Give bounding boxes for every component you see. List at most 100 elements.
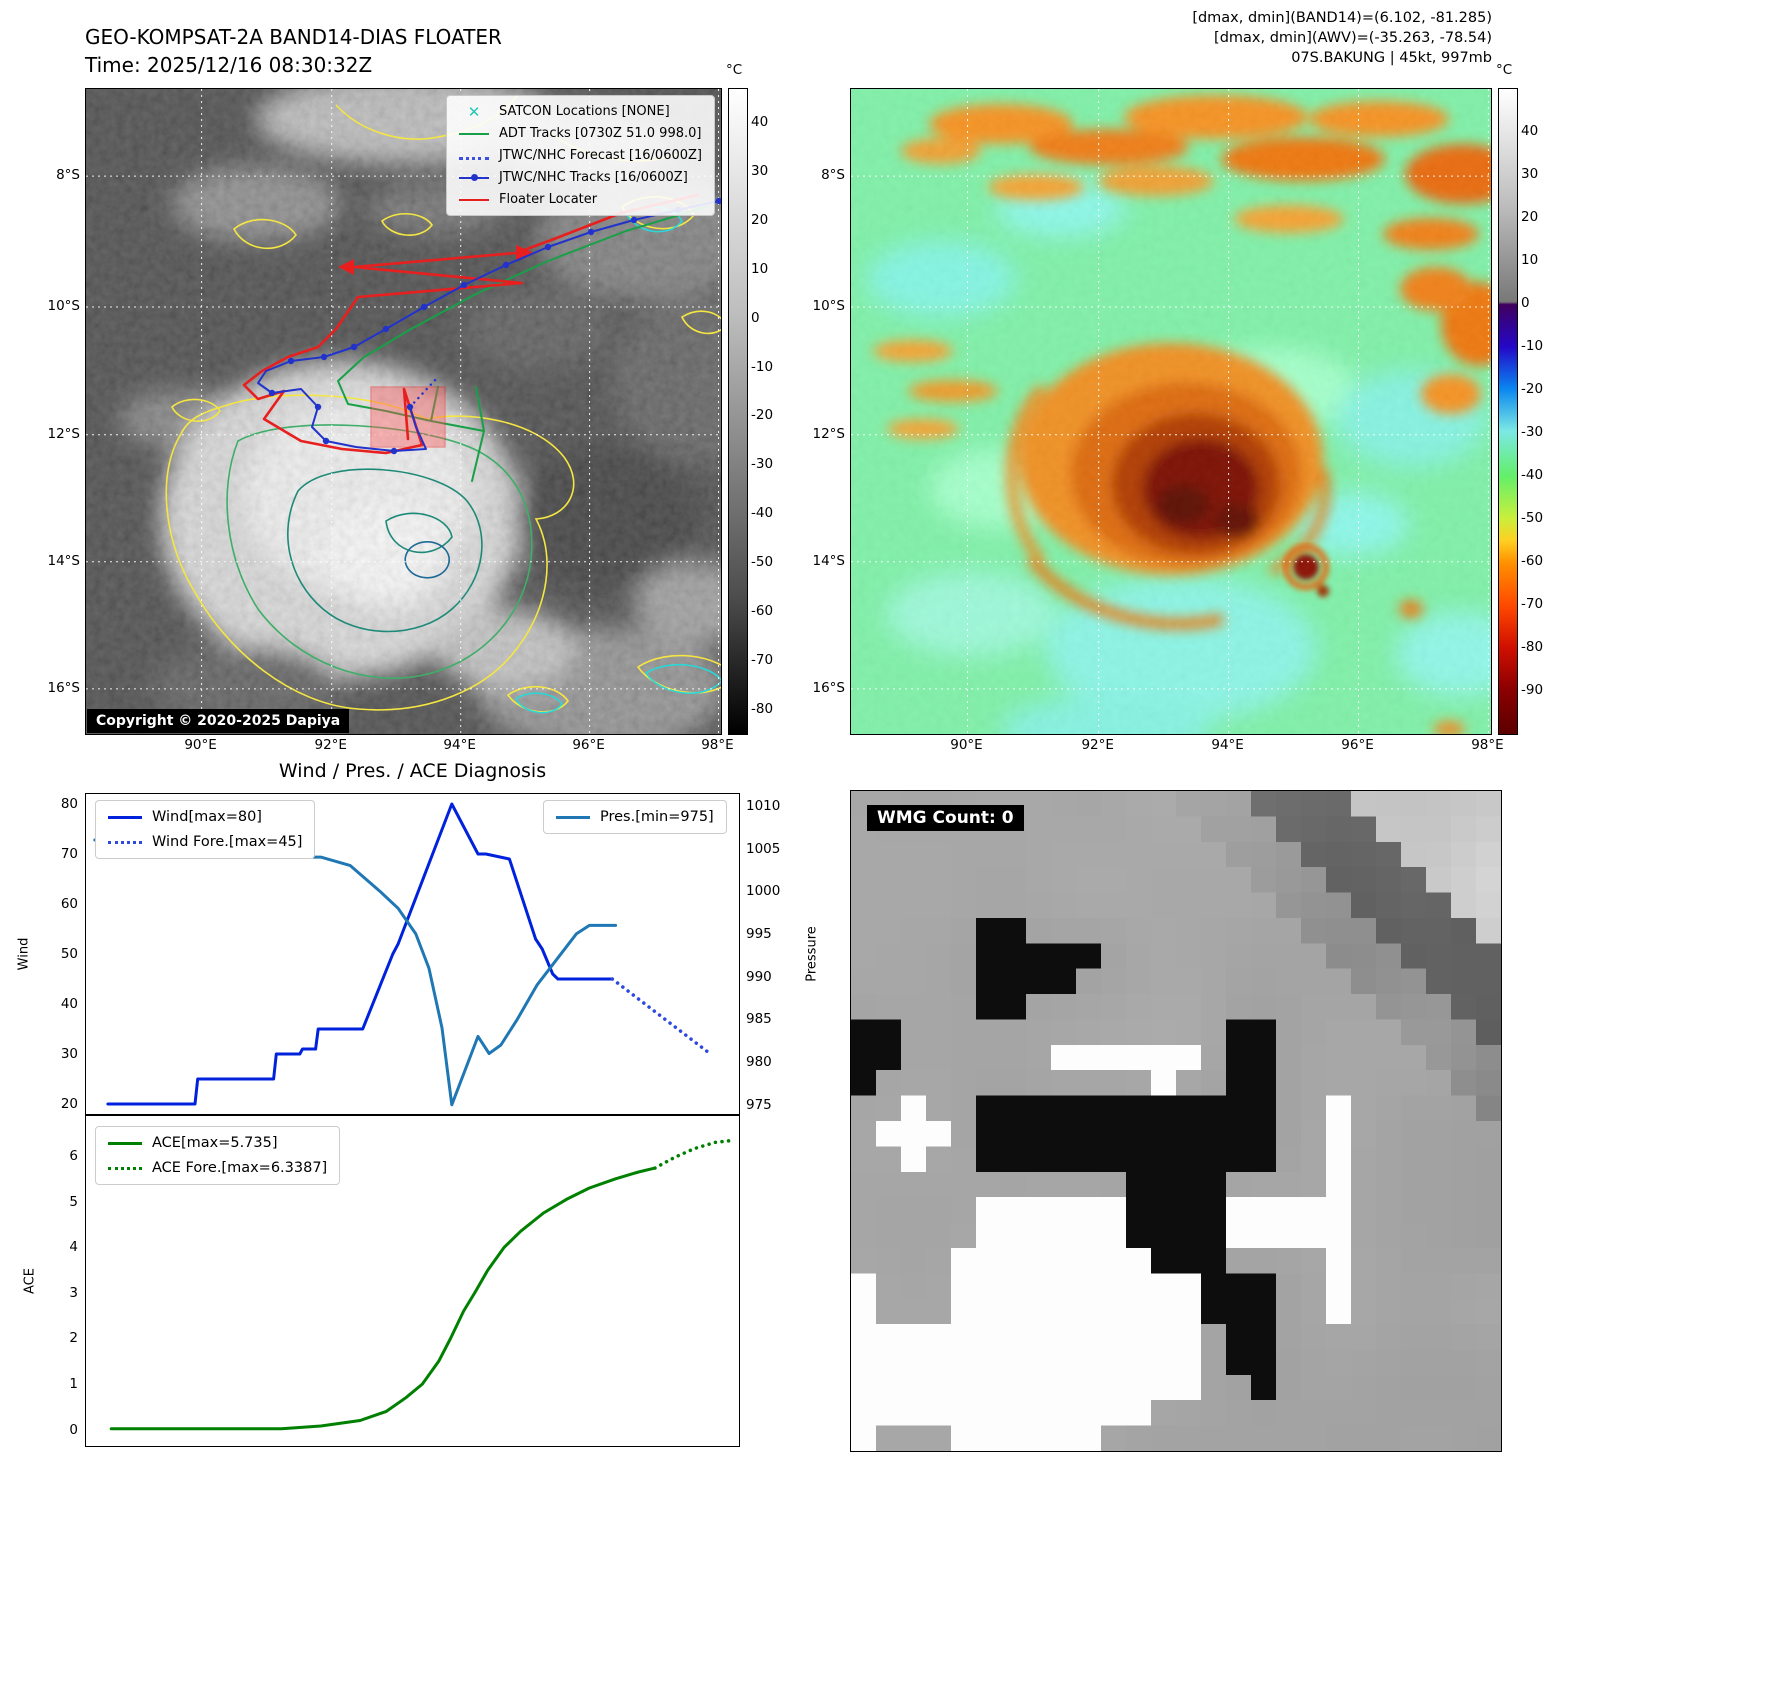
colorbar-tick-label: -40 <box>751 505 774 522</box>
series-forecast <box>653 1138 734 1170</box>
tick-label: 1005 <box>746 840 781 857</box>
tick-label: 8°S <box>56 167 80 184</box>
awv-colorbar-ticks: 40 30 20 10 0 -10 -20 -30 -40 -50 -60 -70 -80 -90 <box>1521 88 1565 733</box>
line-swatch <box>459 193 489 207</box>
tick-label: 90°E <box>184 737 217 753</box>
tick-label: 6 <box>69 1148 78 1165</box>
awv-noise-texture <box>851 89 1491 734</box>
colorbar-tick-label: 30 <box>751 163 769 180</box>
legend-item: ✕ SATCON Locations [NONE] <box>459 104 702 119</box>
storm-tracks <box>242 193 721 482</box>
awv-colorbar-unit: °C <box>1496 62 1513 78</box>
series-forecast <box>610 977 713 1056</box>
band14-satellite-map: ✕ SATCON Locations [NONE] ADT Tracks [0730… <box>85 88 722 735</box>
adt-track-line <box>337 206 707 432</box>
line-swatch <box>108 815 142 819</box>
awv-lon-axis: 90°E 92°E 94°E 96°E 98°E <box>850 737 1503 757</box>
jtwc-track-line <box>257 200 720 452</box>
band14-lat-axis: 8°S 10°S 12°S 14°S 16°S <box>28 88 81 733</box>
legend-item: Pres.[min=975] <box>556 809 714 825</box>
dmax-dmin-band14: [dmax, dmin](BAND14)=(6.102, -81.285) <box>1192 10 1492 26</box>
tick-label: 14°S <box>812 552 846 569</box>
wind-y-axis: 20 30 40 50 60 70 80 <box>36 793 78 1115</box>
legend-item: JTWC/NHC Tracks [16/0600Z] <box>459 170 702 185</box>
ace-y-axis: 0 1 2 3 4 5 6 <box>52 1115 78 1447</box>
tick-label: 92°E <box>1081 737 1114 753</box>
series-observed <box>106 802 614 1106</box>
tick-label: 990 <box>746 968 772 985</box>
colorbar-tick-label: -30 <box>1521 424 1544 440</box>
tick-label: 5 <box>69 1193 78 1210</box>
tick-label: 80 <box>60 796 78 812</box>
band14-colorbar-unit: °C <box>726 62 743 78</box>
wmg-count-badge: WMG Count: 0 <box>867 805 1024 831</box>
colorbar-tick-label: 30 <box>1521 166 1539 182</box>
x-marker-icon: ✕ <box>467 102 481 121</box>
colorbar-tick-label: 20 <box>1521 209 1539 225</box>
wmg-panel: WMG Count: 0 <box>850 790 1502 1452</box>
colorbar-tick-label: -20 <box>751 407 774 424</box>
colorbar-tick-label: 20 <box>751 211 769 228</box>
tick-label: 10°S <box>47 298 81 314</box>
colorbar-tick-label: -80 <box>751 700 774 717</box>
tick-label: 995 <box>746 925 772 942</box>
line-dot-swatch <box>459 171 489 185</box>
wind-legend: Wind[max=80] Wind Fore.[max=45] <box>95 800 316 859</box>
tick-label: 60 <box>60 896 78 912</box>
tick-label: 2 <box>69 1330 78 1347</box>
colorbar-tick-label: -30 <box>751 456 774 473</box>
legend-item: ACE[max=5.735] <box>108 1135 327 1151</box>
legend-label: JTWC/NHC Tracks [16/0600Z] <box>499 170 688 185</box>
tick-label: 1 <box>69 1376 78 1393</box>
band14-colorbar-ticks: 40 30 20 10 0 -10 -20 -30 -40 -50 -60 -70 -80 <box>751 88 791 733</box>
tick-label: 30 <box>60 1046 78 1062</box>
tick-label: 985 <box>746 1011 772 1028</box>
ace-legend: ACE[max=5.735] ACE Fore.[max=6.3387] <box>95 1126 341 1185</box>
ace-axis-label: ACE <box>22 1268 38 1294</box>
legend-label: Wind Fore.[max=45] <box>152 834 303 850</box>
tick-label: 12°S <box>47 425 81 442</box>
tick-label: 0 <box>69 1421 78 1438</box>
tick-label: 94°E <box>1211 737 1244 753</box>
colorbar-tick-label: -90 <box>1521 682 1544 698</box>
tick-label: 96°E <box>572 737 605 753</box>
tick-label: 90°E <box>950 737 983 753</box>
tick-label: 96°E <box>1341 737 1374 753</box>
legend-label: Floater Locater <box>499 192 598 207</box>
colorbar-tick-label: 10 <box>1521 252 1539 268</box>
band14-time: Time: 2025/12/16 08:30:32Z <box>85 53 373 77</box>
legend-item: Floater Locater <box>459 192 702 207</box>
colorbar-tick-label: 10 <box>751 260 769 277</box>
awv-satellite-map <box>850 88 1492 735</box>
colorbar-tick-label: -20 <box>1521 381 1544 397</box>
colorbar-tick-label: -60 <box>751 602 774 619</box>
tick-label: 8°S <box>821 167 845 184</box>
adt-track-branches <box>430 386 485 482</box>
awv-header: [dmax, dmin](BAND14)=(6.102, -81.285) [d… <box>900 8 1492 68</box>
jtwc-track-points <box>268 197 721 455</box>
legend-label: SATCON Locations [NONE] <box>499 104 670 119</box>
legend-label: Wind[max=80] <box>152 809 262 825</box>
tick-label: 980 <box>746 1054 772 1071</box>
colorbar-tick-label: -80 <box>1521 639 1544 655</box>
tick-label: 98°E <box>1471 737 1504 753</box>
colorbar-tick-label: -70 <box>1521 596 1544 612</box>
colorbar-tick-label: 0 <box>751 309 760 326</box>
awv-satellite-image <box>851 89 1491 734</box>
legend-item: JTWC/NHC Forecast [16/0600Z] <box>459 148 702 163</box>
legend-label: ADT Tracks [0730Z 51.0 998.0] <box>499 126 702 141</box>
dotted-line-swatch <box>459 157 489 160</box>
tick-label: 50 <box>60 946 78 962</box>
wind-axis-label: Wind <box>16 937 32 971</box>
tick-label: 92°E <box>314 737 347 753</box>
tick-label: 3 <box>69 1284 78 1301</box>
band14-map-legend: ✕ SATCON Locations [NONE] ADT Tracks [0730… <box>446 95 715 216</box>
line-swatch <box>556 815 590 819</box>
floater-locater-line <box>242 193 700 455</box>
colorbar-tick-label: -70 <box>751 651 774 668</box>
colorbar-tick-label: -50 <box>751 553 774 570</box>
colorbar-tick-label: -50 <box>1521 510 1544 526</box>
awv-colorbar <box>1498 88 1518 735</box>
series-observed <box>109 1166 657 1431</box>
tick-label: 4 <box>69 1239 78 1256</box>
